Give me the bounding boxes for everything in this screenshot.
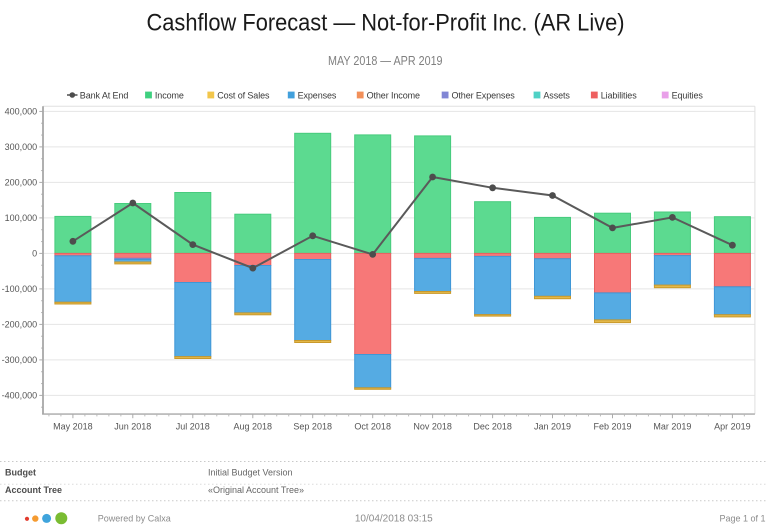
svg-text:-400,000: -400,000: [2, 391, 38, 401]
svg-text:Other Income: Other Income: [367, 90, 420, 100]
svg-text:Sep 2018: Sep 2018: [293, 421, 332, 431]
svg-text:Cost of Sales: Cost of Sales: [217, 90, 270, 100]
svg-text:Liabilities: Liabilities: [601, 90, 638, 100]
svg-text:Jan 2019: Jan 2019: [534, 421, 571, 431]
svg-text:Feb 2019: Feb 2019: [593, 421, 631, 431]
svg-text:10/04/2018 03:15: 10/04/2018 03:15: [355, 513, 433, 524]
svg-text:Jul 2018: Jul 2018: [176, 421, 210, 431]
svg-text:-300,000: -300,000: [2, 355, 38, 365]
svg-text:-200,000: -200,000: [2, 320, 38, 330]
svg-text:Bank At End: Bank At End: [80, 90, 129, 100]
svg-text:Initial Budget Version: Initial Budget Version: [208, 468, 293, 478]
svg-text:Dec 2018: Dec 2018: [473, 421, 512, 431]
svg-text:Jun 2018: Jun 2018: [114, 421, 151, 431]
svg-text:Account Tree: Account Tree: [5, 485, 62, 495]
svg-text:Income: Income: [155, 90, 184, 100]
svg-text:300,000: 300,000: [5, 142, 38, 152]
svg-text:0: 0: [32, 249, 37, 259]
svg-text:Budget: Budget: [5, 468, 36, 478]
svg-text:Expenses: Expenses: [298, 90, 337, 100]
svg-text:Apr 2019: Apr 2019: [714, 421, 751, 431]
svg-text:200,000: 200,000: [5, 178, 38, 188]
svg-text:«Original Account Tree»: «Original Account Tree»: [208, 485, 304, 495]
svg-text:Page 1 of 1: Page 1 of 1: [719, 513, 765, 523]
svg-text:Oct 2018: Oct 2018: [354, 421, 391, 431]
svg-text:400,000: 400,000: [5, 107, 38, 117]
svg-text:Aug 2018: Aug 2018: [234, 421, 273, 431]
svg-text:Nov 2018: Nov 2018: [413, 421, 452, 431]
svg-text:Powered by Calxa: Powered by Calxa: [98, 513, 171, 523]
svg-text:Mar 2019: Mar 2019: [653, 421, 691, 431]
svg-text:-100,000: -100,000: [2, 284, 38, 294]
svg-text:Cashflow Forecast — Not-for-Pr: Cashflow Forecast — Not-for-Profit Inc. …: [147, 9, 625, 36]
svg-text:May 2018: May 2018: [53, 421, 93, 431]
svg-text:Other Expenses: Other Expenses: [452, 90, 516, 100]
svg-text:Equities: Equities: [672, 90, 704, 100]
svg-text:100,000: 100,000: [5, 213, 38, 223]
svg-text:Assets: Assets: [543, 90, 570, 100]
svg-text:MAY 2018 — APR 2019: MAY 2018 — APR 2019: [328, 54, 443, 68]
